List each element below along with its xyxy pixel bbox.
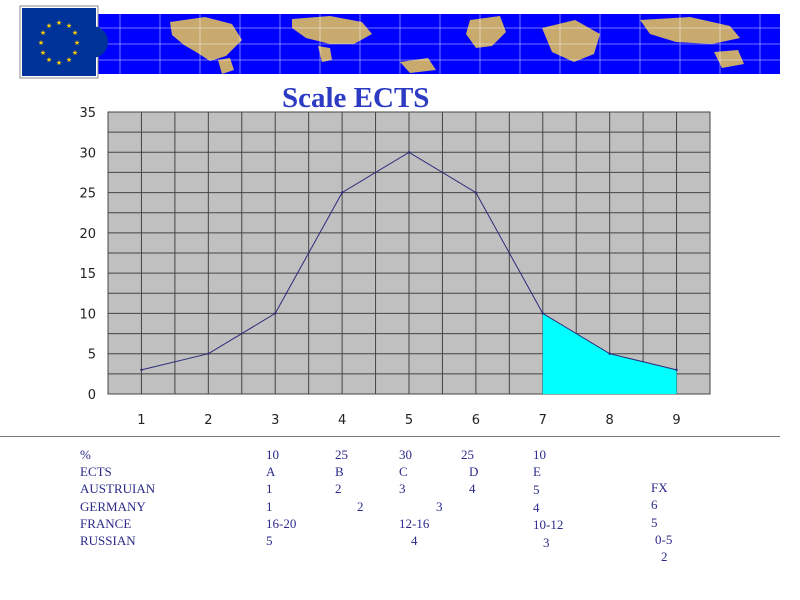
data-point (274, 312, 277, 315)
table-cell: 10-12 (533, 516, 564, 532)
svg-text:★: ★ (40, 49, 46, 57)
svg-text:★: ★ (46, 56, 52, 64)
table-divider (0, 436, 780, 437)
y-tick-label: 5 (88, 348, 96, 363)
x-tick-label: 3 (271, 413, 279, 428)
series (140, 151, 678, 372)
table-row-header: RUSSIAN (80, 533, 136, 548)
svg-text:★: ★ (56, 59, 62, 67)
table-row-header: GERMANY (80, 498, 146, 514)
svg-text:★: ★ (38, 39, 44, 47)
data-point (140, 368, 143, 372)
table-cell: 4 (469, 481, 476, 497)
table-cell: 1 (266, 498, 273, 514)
chart-title: Scale ECTS (282, 82, 430, 114)
x-tick-label: 8 (606, 413, 614, 428)
data-point (474, 191, 478, 194)
world-map-icon (96, 14, 780, 74)
y-tick-label: 20 (79, 227, 96, 242)
y-tick-label: 15 (79, 267, 96, 282)
table-cell: E (533, 464, 541, 480)
x-tick-labels: 1 2 3 4 5 6 7 8 9 (137, 413, 680, 428)
table-cell: 3 (399, 481, 406, 497)
table-cell: 3 (436, 498, 443, 514)
table-cell: 2 (357, 498, 364, 514)
grid (107, 111, 711, 395)
svg-text:★: ★ (56, 19, 62, 27)
table-cell: 0-5 (655, 531, 673, 547)
table-cell: 25 (461, 447, 474, 462)
table-row-header: AUSTRUIAN (80, 481, 156, 497)
x-tick-label: 6 (472, 413, 480, 428)
svg-text:★: ★ (72, 29, 78, 37)
table-cell: 10 (266, 447, 279, 462)
svg-text:★: ★ (46, 22, 52, 30)
table-cell: 16-20 (266, 515, 297, 531)
data-point (340, 191, 344, 194)
table-cell: A (266, 464, 276, 480)
x-tick-label: 4 (338, 413, 346, 428)
table-cell: B (335, 464, 344, 480)
table-cell: 6 (651, 497, 658, 513)
data-point (608, 352, 611, 355)
y-tick-label: 25 (79, 187, 96, 202)
table-cell: C (399, 464, 408, 480)
y-tick-label: 10 (79, 307, 96, 322)
y-tick-label: 35 (79, 106, 96, 121)
table-cell: 30 (399, 447, 412, 462)
table-row-header: ECTS (80, 464, 112, 480)
svg-text:★: ★ (40, 29, 46, 37)
svg-text:★: ★ (74, 39, 80, 47)
table-cell: 5 (266, 533, 273, 548)
x-tick-label: 5 (405, 413, 413, 428)
svg-text:★: ★ (66, 56, 72, 64)
x-tick-label: 1 (137, 413, 145, 428)
x-tick-label: 7 (539, 413, 547, 428)
data-point (407, 151, 411, 154)
table-cell: 5 (533, 482, 540, 498)
table-cell: 12-16 (399, 515, 430, 531)
table-cell: 4 (533, 499, 540, 515)
table-cell: 10 (533, 447, 546, 462)
y-tick-labels: 0 5 10 15 20 25 30 35 (79, 106, 96, 403)
table-cell: 4 (411, 533, 418, 548)
ects-line-chart: 0 5 10 15 20 25 30 35 1 2 3 4 5 6 7 8 9 (79, 106, 711, 428)
svg-text:★: ★ (66, 22, 72, 30)
table-cell: 25 (335, 447, 348, 462)
svg-text:★: ★ (72, 49, 78, 57)
table-cell: 1 (266, 481, 273, 497)
y-tick-label: 30 (79, 146, 96, 161)
data-point (541, 312, 544, 315)
table-cell: 2 (661, 549, 668, 564)
table-row-header: FRANCE (80, 515, 132, 531)
table-row-header: % (80, 447, 91, 462)
data-point (207, 352, 210, 355)
eu-flag-icon: ★ ★★ ★★★ ★★★ ★★★ (19, 5, 108, 79)
y-tick-label: 0 (88, 388, 96, 403)
header-banner: ★ ★★ ★★★ ★★★ ★★★ (19, 5, 780, 79)
table-cell: FX (651, 480, 668, 496)
table-cell: 3 (543, 535, 550, 550)
table-cell: D (469, 464, 479, 480)
table-cell: 2 (335, 481, 342, 497)
x-tick-label: 2 (204, 413, 212, 428)
x-tick-label: 9 (672, 413, 680, 428)
data-point (675, 368, 678, 372)
table-cell: 5 (651, 514, 658, 530)
